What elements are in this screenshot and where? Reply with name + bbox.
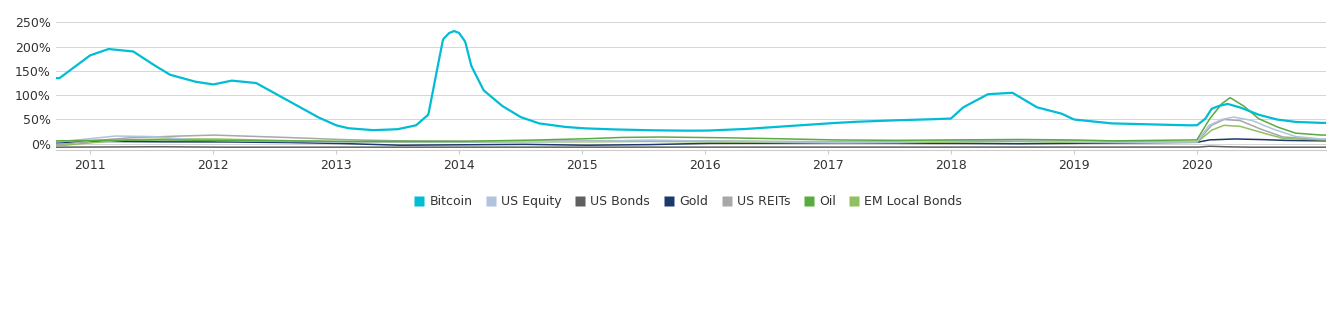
Legend: Bitcoin, US Equity, US Bonds, Gold, US REITs, Oil, EM Local Bonds: Bitcoin, US Equity, US Bonds, Gold, US R… — [414, 191, 967, 213]
